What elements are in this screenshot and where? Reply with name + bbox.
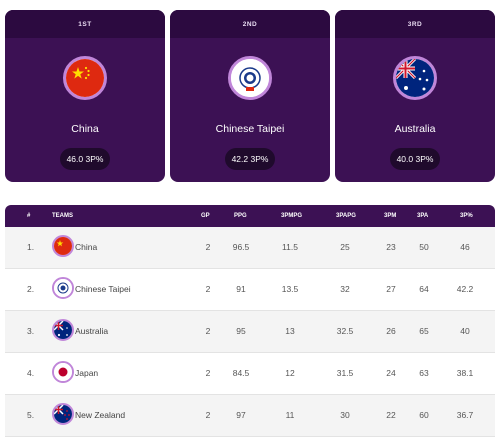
japan-flag-icon <box>52 361 74 383</box>
podium-card-3rd[interactable]: 3RD Australia 40.0 3P% <box>335 10 495 182</box>
cell-ppg: 84.5 <box>232 368 250 378</box>
new-zealand-flag-icon <box>52 403 74 425</box>
cell-gp: 2 <box>205 410 211 420</box>
cell-3pmpg: 11 <box>285 410 295 420</box>
cell-3papg: 32.5 <box>336 326 354 336</box>
cell-gp: 2 <box>205 242 211 252</box>
cell-3papg: 25 <box>340 242 350 252</box>
cell-3papg: 31.5 <box>336 368 354 378</box>
chinese-taipei-flag-icon <box>228 56 272 100</box>
header-3papg[interactable]: 3PAPG <box>336 213 356 219</box>
cell-ppg: 96.5 <box>232 242 250 252</box>
row-rank: 3. <box>27 326 35 336</box>
australia-flag-icon <box>52 319 74 341</box>
team-name-link[interactable]: Australia <box>75 326 109 336</box>
podium-card-2nd[interactable]: 2ND Chinese Taipei 42.2 3P% <box>170 10 330 182</box>
chinese-taipei-flag-icon <box>52 277 74 299</box>
cell-3pm: 26 <box>386 326 396 336</box>
team-name-link[interactable]: New Zealand <box>75 410 126 420</box>
header-3pp[interactable]: 3P% <box>460 213 473 219</box>
cell-3pm: 23 <box>386 242 396 252</box>
podium: 1ST China 46.0 3P% 2ND Chinese Taipei 42… <box>5 10 495 182</box>
china-flag-icon <box>63 56 107 100</box>
header-gp[interactable]: GP <box>201 213 210 219</box>
china-flag-icon <box>52 235 74 257</box>
cell-3pp: 36.7 <box>456 410 474 420</box>
team-name-link[interactable]: China <box>75 242 98 252</box>
header-teams[interactable]: TEAMS <box>52 213 73 219</box>
rank-label: 3RD <box>335 10 495 38</box>
cell-ppg: 95 <box>236 326 246 336</box>
cell-3pa: 64 <box>419 284 429 294</box>
team-name-link[interactable]: Chinese Taipei <box>75 284 131 294</box>
cell-3pa: 63 <box>419 368 429 378</box>
row-rank: 5. <box>27 410 35 420</box>
row-rank: 1. <box>27 242 35 252</box>
cell-3pp: 38.1 <box>456 368 474 378</box>
table-row[interactable]: 1. China 2 96.5 11.5 25 23 50 46 <box>5 227 495 269</box>
country-name: Chinese Taipei <box>215 123 285 135</box>
cell-3pmpg: 12 <box>285 368 295 378</box>
cell-3pp: 42.2 <box>456 284 474 294</box>
header-3pmpg[interactable]: 3PMPG <box>281 213 303 219</box>
cell-3pp: 40 <box>460 326 470 336</box>
podium-card-1st[interactable]: 1ST China 46.0 3P% <box>5 10 165 182</box>
table-header: # TEAMS GP PPG 3PMPG 3PAPG 3PM 3PA 3P% <box>5 205 495 227</box>
cell-3pm: 22 <box>386 410 396 420</box>
table-row[interactable]: 3. Australia 2 95 13 32.5 26 65 40 <box>5 311 495 353</box>
cell-gp: 2 <box>205 368 211 378</box>
cell-3pa: 50 <box>419 242 429 252</box>
country-name: China <box>71 123 99 135</box>
cell-3pm: 27 <box>386 284 396 294</box>
header-3pm[interactable]: 3PM <box>384 213 397 219</box>
cell-gp: 2 <box>205 284 211 294</box>
header-rank[interactable]: # <box>27 213 31 219</box>
row-rank: 2. <box>27 284 35 294</box>
team-name-link[interactable]: Japan <box>75 368 99 378</box>
cell-3papg: 30 <box>340 410 350 420</box>
header-ppg[interactable]: PPG <box>234 213 247 219</box>
stat-pill: 42.2 3P% <box>225 148 275 170</box>
cell-3pm: 24 <box>386 368 396 378</box>
stats-table: # TEAMS GP PPG 3PMPG 3PAPG 3PM 3PA 3P% 1… <box>5 205 495 437</box>
cell-3pp: 46 <box>460 242 470 252</box>
cell-3papg: 32 <box>340 284 350 294</box>
rank-label: 2ND <box>170 10 330 38</box>
country-name: Australia <box>394 123 436 135</box>
table-row[interactable]: 2. Chinese Taipei 2 91 13.5 32 27 64 42.… <box>5 269 495 311</box>
stat-pill: 40.0 3P% <box>390 148 440 170</box>
table-row[interactable]: 4. Japan 2 84.5 12 31.5 24 63 38.1 <box>5 353 495 395</box>
cell-ppg: 91 <box>236 284 246 294</box>
cell-ppg: 97 <box>236 410 246 420</box>
australia-flag-icon <box>393 56 437 100</box>
cell-3pmpg: 13 <box>285 326 295 336</box>
cell-3pmpg: 11.5 <box>282 242 298 252</box>
row-rank: 4. <box>27 368 35 378</box>
table-row[interactable]: 5. New Zealand 2 97 11 30 22 60 36.7 <box>5 395 495 437</box>
header-3pa[interactable]: 3PA <box>417 213 429 219</box>
cell-gp: 2 <box>205 326 211 336</box>
cell-3pa: 60 <box>419 410 429 420</box>
cell-3pa: 65 <box>419 326 429 336</box>
rank-label: 1ST <box>5 10 165 38</box>
cell-3pmpg: 13.5 <box>281 284 299 294</box>
stat-pill: 46.0 3P% <box>60 148 110 170</box>
